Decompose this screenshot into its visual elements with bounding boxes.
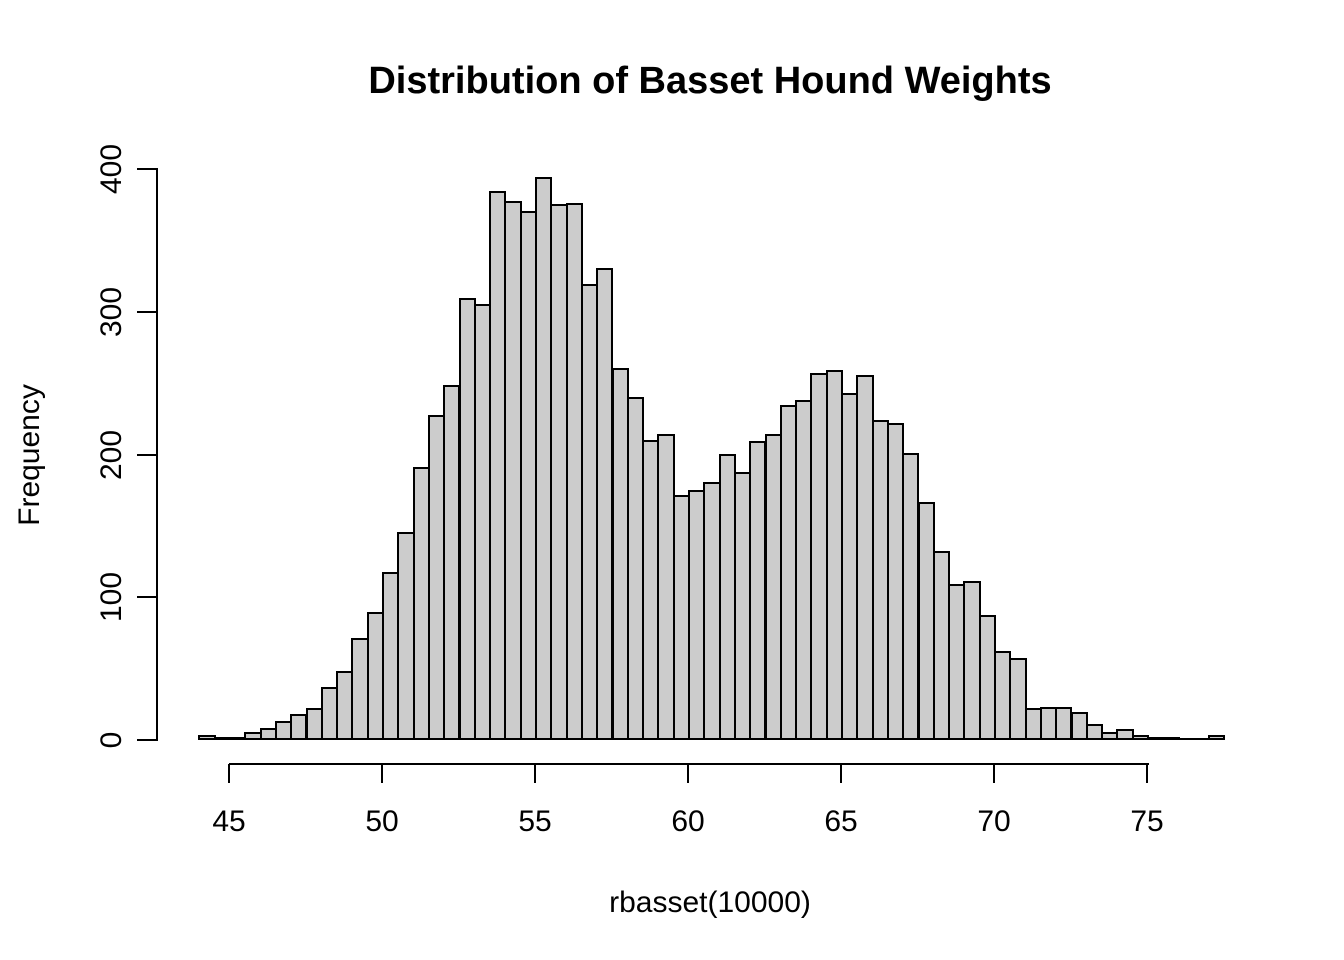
x-tick-mark (840, 764, 842, 783)
x-tick-mark (534, 764, 536, 783)
x-tick-mark (381, 764, 383, 783)
y-tick-mark (137, 596, 158, 599)
y-tick-mark (137, 168, 158, 170)
y-tick-label: 0 (95, 731, 128, 749)
histogram-baseline (198, 738, 1226, 740)
x-tick-label: 45 (212, 805, 246, 838)
x-tick-label: 55 (518, 805, 552, 838)
x-axis-line (229, 763, 1149, 765)
x-tick-label: 70 (977, 805, 1011, 838)
x-tick-label: 50 (365, 805, 399, 838)
y-tick-label: 300 (95, 286, 128, 337)
x-tick-mark (687, 764, 689, 783)
x-tick-label: 75 (1130, 805, 1164, 838)
y-tick-label: 200 (95, 429, 128, 480)
x-axis-label: rbasset(10000) (609, 886, 811, 919)
y-tick-mark (137, 739, 158, 741)
histogram-bar (1116, 729, 1134, 740)
y-axis-label: Frequency (13, 384, 46, 526)
x-tick-label: 65 (824, 805, 858, 838)
histogram-bar (1208, 735, 1226, 740)
histogram-bar (1085, 723, 1104, 740)
x-tick-label: 60 (671, 805, 705, 838)
y-tick-label: 400 (95, 143, 128, 195)
y-tick-label: 100 (95, 572, 128, 623)
y-tick-mark (137, 310, 158, 313)
x-tick-mark (993, 764, 995, 783)
x-tick-mark (228, 764, 230, 783)
histogram-bar (1009, 658, 1027, 740)
x-tick-mark (1146, 764, 1148, 783)
chart-title: Distribution of Basset Hound Weights (368, 60, 1052, 102)
y-tick-mark (137, 453, 158, 456)
